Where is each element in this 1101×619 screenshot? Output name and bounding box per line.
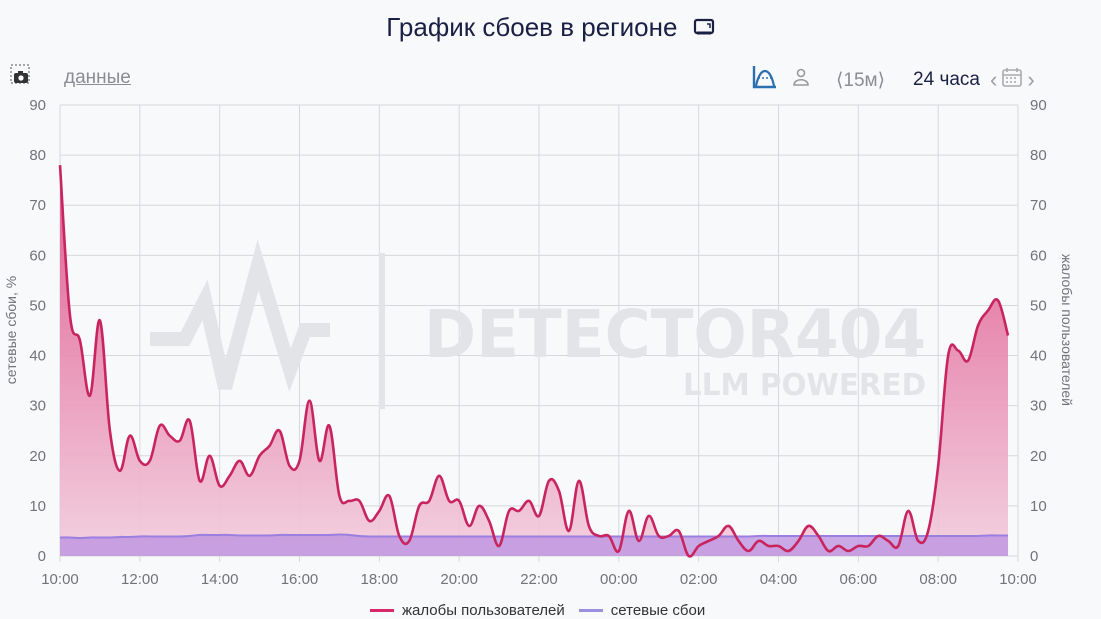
svg-text:22:00: 22:00 bbox=[520, 571, 558, 588]
legend-label: жалобы пользователей bbox=[402, 602, 565, 619]
svg-text:10:00: 10:00 bbox=[41, 571, 79, 588]
svg-text:60: 60 bbox=[1030, 247, 1047, 264]
svg-text:10: 10 bbox=[29, 498, 46, 515]
bell-curve-icon[interactable] bbox=[752, 64, 778, 96]
svg-text:70: 70 bbox=[29, 197, 46, 214]
svg-text:30: 30 bbox=[29, 398, 46, 415]
svg-text:50: 50 bbox=[29, 297, 46, 314]
svg-text:02:00: 02:00 bbox=[680, 571, 718, 588]
svg-text:08:00: 08:00 bbox=[919, 571, 957, 588]
svg-text:18:00: 18:00 bbox=[361, 571, 399, 588]
outages-area bbox=[60, 534, 1009, 556]
right-axis-title: жалобы пользователей bbox=[1059, 254, 1075, 406]
svg-text:16:00: 16:00 bbox=[281, 571, 319, 588]
svg-text:40: 40 bbox=[1030, 348, 1047, 365]
outages-swatch bbox=[578, 609, 603, 612]
svg-text:50: 50 bbox=[1030, 297, 1047, 314]
legend-label: сетевые сбои bbox=[610, 602, 706, 619]
svg-text:20: 20 bbox=[29, 448, 46, 465]
svg-text:04:00: 04:00 bbox=[760, 571, 798, 588]
svg-text:06:00: 06:00 bbox=[840, 571, 878, 588]
chart-axes: 0 0 10 10 20 20 30 30 40 40 50 50 60 60 70 70 80 80 90 90 10… bbox=[29, 97, 1046, 588]
svg-text:80: 80 bbox=[29, 147, 46, 164]
svg-text:12:00: 12:00 bbox=[121, 571, 159, 588]
complaints-line[interactable] bbox=[58, 165, 1010, 558]
camera-icon[interactable] bbox=[10, 64, 32, 91]
svg-text:20: 20 bbox=[1030, 448, 1047, 465]
left-axis-title: сетевые сбои, % bbox=[3, 276, 19, 384]
svg-text:70: 70 bbox=[1030, 197, 1047, 214]
tv-icon[interactable] bbox=[693, 14, 715, 45]
svg-text:90: 90 bbox=[1030, 97, 1047, 114]
chart-legend: жалобы пользователей сетевые сбои bbox=[370, 602, 719, 619]
svg-text:14:00: 14:00 bbox=[201, 571, 239, 588]
svg-text:90: 90 bbox=[29, 97, 46, 114]
svg-text:40: 40 bbox=[29, 348, 46, 365]
toolbar-right: ⟨15м⟩ 24 часа ‹ › bbox=[752, 64, 1035, 96]
svg-text:0: 0 bbox=[1030, 548, 1038, 565]
user-icon[interactable] bbox=[792, 67, 810, 93]
outages-line bbox=[59, 533, 1009, 539]
complaints-area bbox=[60, 165, 1009, 557]
svg-text:20:00: 20:00 bbox=[440, 571, 478, 588]
prev-period-button[interactable]: ‹ bbox=[989, 67, 998, 92]
svg-text:00:00: 00:00 bbox=[600, 571, 638, 588]
title-text: График сбоев в регионе bbox=[386, 12, 678, 42]
svg-text:30: 30 bbox=[1030, 398, 1047, 415]
svg-text:80: 80 bbox=[1030, 147, 1047, 164]
interval-selector[interactable]: ⟨15м⟩ bbox=[836, 69, 886, 91]
svg-text:LLM POWERED: LLM POWERED bbox=[683, 368, 926, 403]
complaints-swatch bbox=[370, 609, 394, 612]
page-title: График сбоев в регионе bbox=[0, 12, 1101, 45]
svg-text:10: 10 bbox=[1030, 498, 1047, 515]
toolbar-left: данные bbox=[10, 64, 131, 91]
watermark: DETECTOR404 LLM POWERED bbox=[150, 239, 926, 409]
period-label[interactable]: 24 часа bbox=[913, 69, 980, 90]
calendar-icon[interactable] bbox=[1001, 66, 1023, 94]
next-period-button[interactable]: › bbox=[1027, 67, 1035, 92]
legend-item-complaints[interactable]: жалобы пользователей bbox=[370, 602, 565, 619]
svg-text:10:00: 10:00 bbox=[999, 571, 1037, 588]
svg-text:60: 60 bbox=[29, 247, 46, 264]
svg-text:DETECTOR404: DETECTOR404 bbox=[424, 296, 926, 373]
data-link[interactable]: данные bbox=[64, 66, 131, 88]
svg-text:0: 0 bbox=[38, 548, 46, 565]
legend-item-outages[interactable]: сетевые сбои bbox=[578, 602, 706, 619]
